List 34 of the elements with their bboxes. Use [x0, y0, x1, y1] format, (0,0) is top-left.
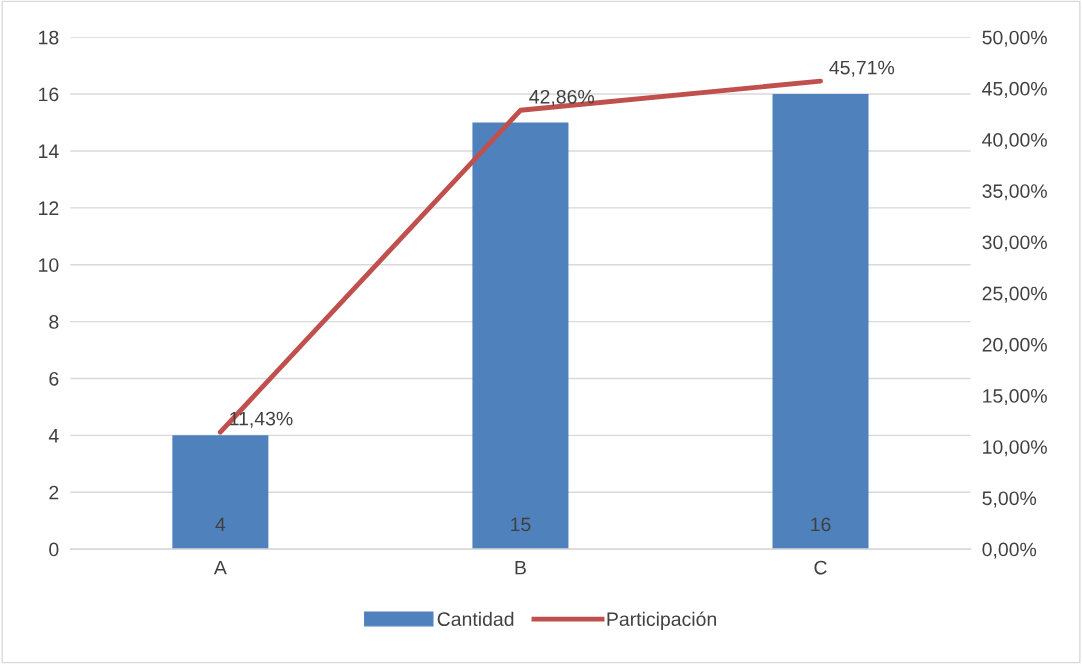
data-label: 45,71% [829, 60, 895, 77]
y-tick-label: 12 [39, 201, 59, 215]
x-tick-label: B [515, 560, 526, 575]
y2-tick-label: 5,00% [982, 491, 1037, 508]
y2-tick-label: 50,00% [982, 30, 1047, 47]
y2-tick-label: 20,00% [982, 337, 1047, 354]
y-tick-label: 18 [39, 30, 59, 45]
data-label: 15 [511, 517, 531, 532]
y2-tick-label: 0,00% [982, 542, 1037, 559]
y2-tick-label: 25,00% [982, 286, 1047, 303]
bar [772, 94, 869, 550]
legend-label: Cantidad [437, 611, 514, 627]
y2-tick-label: 10,00% [983, 440, 1047, 457]
y-tick-label: 14 [39, 144, 59, 158]
y-tick-label: 4 [48, 429, 59, 443]
y2-tick-label: 30,00% [982, 235, 1047, 252]
y-tick-label: 10 [39, 258, 59, 272]
y-tick-label: 6 [49, 371, 59, 386]
y-tick-label: 16 [39, 87, 59, 102]
y2-tick-label: 40,00% [982, 133, 1047, 150]
bar [472, 122, 569, 550]
x-tick-label: C [814, 560, 827, 575]
y2-tick-label: 45,00% [982, 81, 1047, 98]
legend-label: Participación [607, 611, 716, 630]
y-tick-label: 8 [49, 315, 59, 329]
x-tick-label: A [213, 560, 227, 575]
y2-tick-label: 35,00% [982, 184, 1047, 201]
data-label: 16 [811, 517, 831, 532]
y-tick-label: 2 [49, 485, 59, 500]
data-label: 42,86% [529, 89, 595, 106]
y-tick-label: 0 [49, 542, 59, 557]
data-label: 4 [215, 517, 226, 532]
bar [172, 435, 269, 550]
y2-tick-label: 15,00% [983, 389, 1047, 406]
